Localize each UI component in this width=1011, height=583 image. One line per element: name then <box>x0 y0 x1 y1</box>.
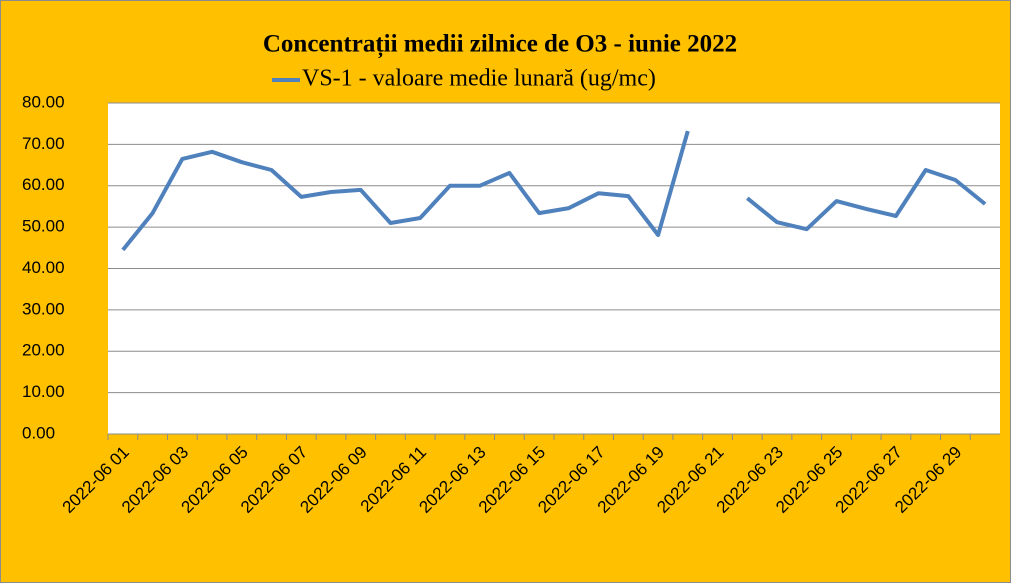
y-tick-label: 20.00 <box>22 341 65 360</box>
series-line <box>121 130 987 252</box>
y-tick-label: 0.00 <box>22 423 55 442</box>
y-tick-label: 80.00 <box>22 92 65 111</box>
y-tick-label: 30.00 <box>22 299 65 318</box>
y-tick-label: 10.00 <box>22 382 65 401</box>
y-tick-label: 50.00 <box>22 217 65 236</box>
legend-label: VS-1 - valoare medie lunară (ug/mc) <box>302 66 656 92</box>
y-tick-label: 60.00 <box>22 175 65 194</box>
y-tick-label: 70.00 <box>22 134 65 153</box>
chart-title: Concentrații medii zilnice de O3 - iunie… <box>263 31 737 59</box>
y-tick-label: 40.00 <box>22 258 65 277</box>
